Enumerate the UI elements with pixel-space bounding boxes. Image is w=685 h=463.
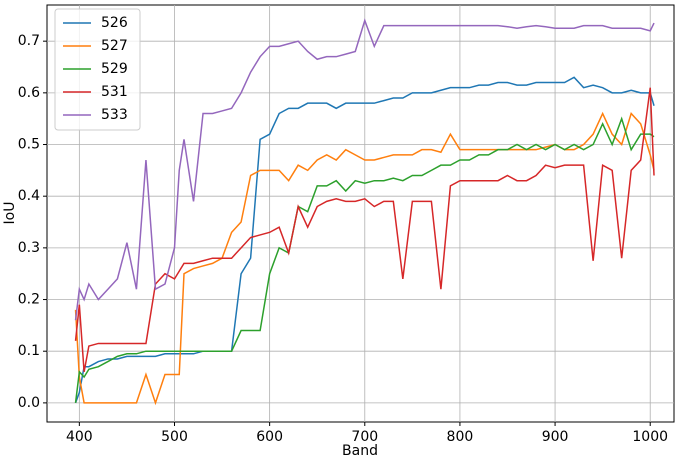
y-tick-label: 0.4 bbox=[18, 188, 40, 204]
y-tick-label: 0.2 bbox=[18, 292, 40, 308]
legend-label: 527 bbox=[101, 38, 128, 54]
data-line bbox=[74, 76, 655, 404]
y-tick-label: 0.1 bbox=[18, 343, 40, 359]
legend-box bbox=[54, 8, 141, 131]
y-tick-label: 0.0 bbox=[18, 395, 40, 411]
y-tick-label: 0.7 bbox=[18, 33, 40, 49]
data-line bbox=[74, 116, 655, 403]
y-tick-label: 0.6 bbox=[18, 85, 40, 101]
y-tick-label: 0.3 bbox=[18, 240, 40, 256]
x-tick-label: 700 bbox=[351, 429, 378, 445]
data-line bbox=[74, 87, 655, 373]
x-tick-label: 900 bbox=[542, 429, 569, 445]
y-tick-label: 0.5 bbox=[18, 137, 40, 153]
x-axis-label: Band bbox=[342, 443, 378, 459]
data-line bbox=[74, 18, 655, 321]
plot-frame bbox=[46, 4, 675, 423]
legend-label: 529 bbox=[101, 61, 128, 77]
legend-label: 526 bbox=[101, 15, 128, 31]
x-tick-label: 500 bbox=[161, 429, 188, 445]
x-tick-label: 1000 bbox=[632, 429, 668, 445]
x-tick-label: 400 bbox=[66, 429, 93, 445]
legend-label: 531 bbox=[101, 84, 128, 100]
legend-label: 533 bbox=[101, 107, 128, 123]
y-axis-label: IoU bbox=[2, 202, 18, 225]
x-tick-label: 600 bbox=[256, 429, 283, 445]
x-tick-label: 800 bbox=[447, 429, 474, 445]
